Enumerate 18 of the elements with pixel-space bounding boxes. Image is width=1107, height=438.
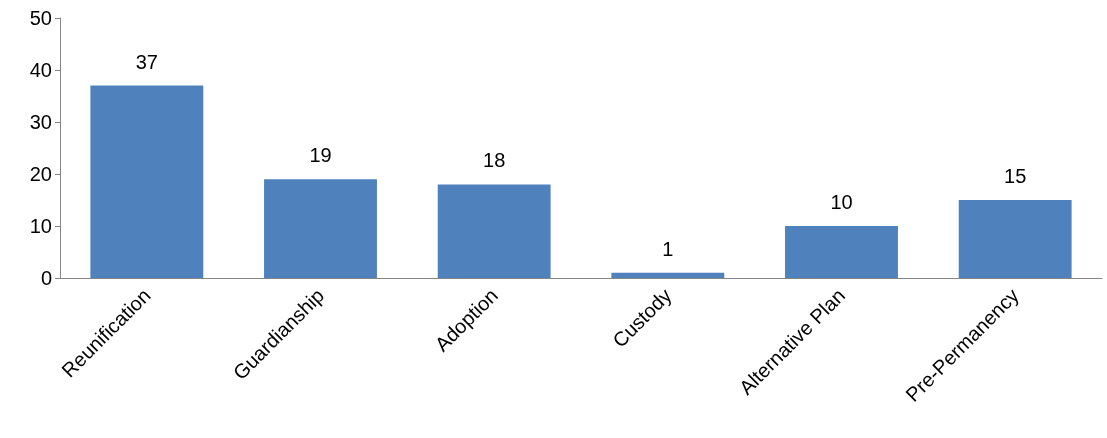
data-label: 1 bbox=[662, 237, 674, 260]
bar bbox=[958, 200, 1072, 278]
y-tick-label: 50 bbox=[29, 7, 52, 29]
bar bbox=[437, 184, 551, 278]
bar bbox=[264, 179, 377, 278]
bar bbox=[785, 226, 898, 278]
bar bbox=[611, 272, 725, 278]
y-tick-label: 10 bbox=[29, 215, 52, 237]
data-label: 37 bbox=[135, 50, 158, 73]
y-tick-label: 20 bbox=[29, 163, 52, 185]
data-label: 15 bbox=[1004, 165, 1027, 187]
y-tick-label: 30 bbox=[29, 111, 52, 133]
data-label: 18 bbox=[483, 149, 506, 172]
bar bbox=[90, 85, 204, 278]
y-tick-label: 40 bbox=[29, 59, 52, 81]
y-tick-label: 0 bbox=[40, 267, 52, 289]
data-label: 10 bbox=[830, 191, 853, 213]
data-label: 19 bbox=[309, 144, 332, 167]
